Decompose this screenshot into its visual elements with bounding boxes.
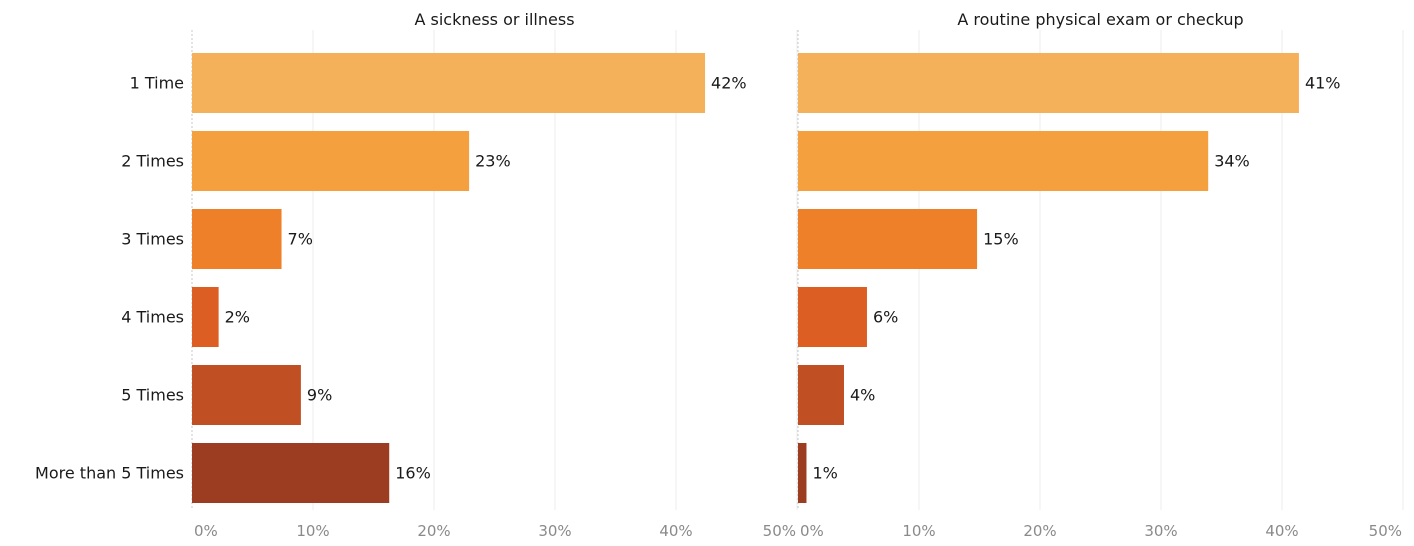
panel-1-tick-label: 50% [763, 522, 796, 540]
panel-2-bar-6 [798, 443, 807, 503]
category-label: 4 Times [121, 308, 184, 327]
panel-1-value-label-1: 42% [711, 74, 747, 93]
panel-2-bar-2 [798, 131, 1209, 191]
panel-2-bar-5 [798, 365, 844, 425]
panel-1-value-label-4: 2% [225, 308, 250, 327]
panel-2-tick-label: 50% [1369, 522, 1402, 540]
panel-1-tick-label: 0% [194, 522, 218, 540]
panel-2-tick-label: 40% [1265, 522, 1298, 540]
panel-2-tick-label: 10% [902, 522, 935, 540]
panel-1-value-label-5: 9% [307, 386, 332, 405]
panel-2-value-label-3: 15% [983, 230, 1019, 249]
panel-2-tick-label: 0% [800, 522, 824, 540]
panel-1-value-label-6: 16% [395, 464, 431, 483]
panel-1-tick-label: 30% [538, 522, 571, 540]
panel-1-bar-3 [192, 209, 282, 269]
panel-2-value-label-4: 6% [873, 308, 898, 327]
category-label: 2 Times [121, 152, 184, 171]
panel-1-value-label-3: 7% [288, 230, 313, 249]
panel-1-tick-label: 10% [296, 522, 329, 540]
panel-1-bar-4 [192, 287, 219, 347]
panel-2-bar-4 [798, 287, 867, 347]
panel-2-value-label-5: 4% [850, 386, 875, 405]
panel-1-title: A sickness or illness [414, 10, 574, 29]
panel-2-value-label-2: 34% [1214, 152, 1250, 171]
panel-1-tick-label: 20% [417, 522, 450, 540]
panel-2-bar-1 [798, 53, 1299, 113]
category-label: 5 Times [121, 386, 184, 405]
panel-2-tick-label: 30% [1144, 522, 1177, 540]
panel-2-bar-3 [798, 209, 978, 269]
panel-1-tick-label: 40% [659, 522, 692, 540]
category-label: 1 Time [130, 74, 184, 93]
panel-2-value-label-6: 1% [812, 464, 837, 483]
panel-1-bar-1 [192, 53, 706, 113]
panel-1-bar-2 [192, 131, 470, 191]
panel-1-bar-6 [192, 443, 390, 503]
panel-2-title: A routine physical exam or checkup [957, 10, 1243, 29]
panel-2-tick-label: 20% [1023, 522, 1056, 540]
category-label: More than 5 Times [35, 464, 184, 483]
panel-1-bar-5 [192, 365, 301, 425]
category-label: 3 Times [121, 230, 184, 249]
panel-2-value-label-1: 41% [1305, 74, 1341, 93]
panel-1-value-label-2: 23% [475, 152, 511, 171]
